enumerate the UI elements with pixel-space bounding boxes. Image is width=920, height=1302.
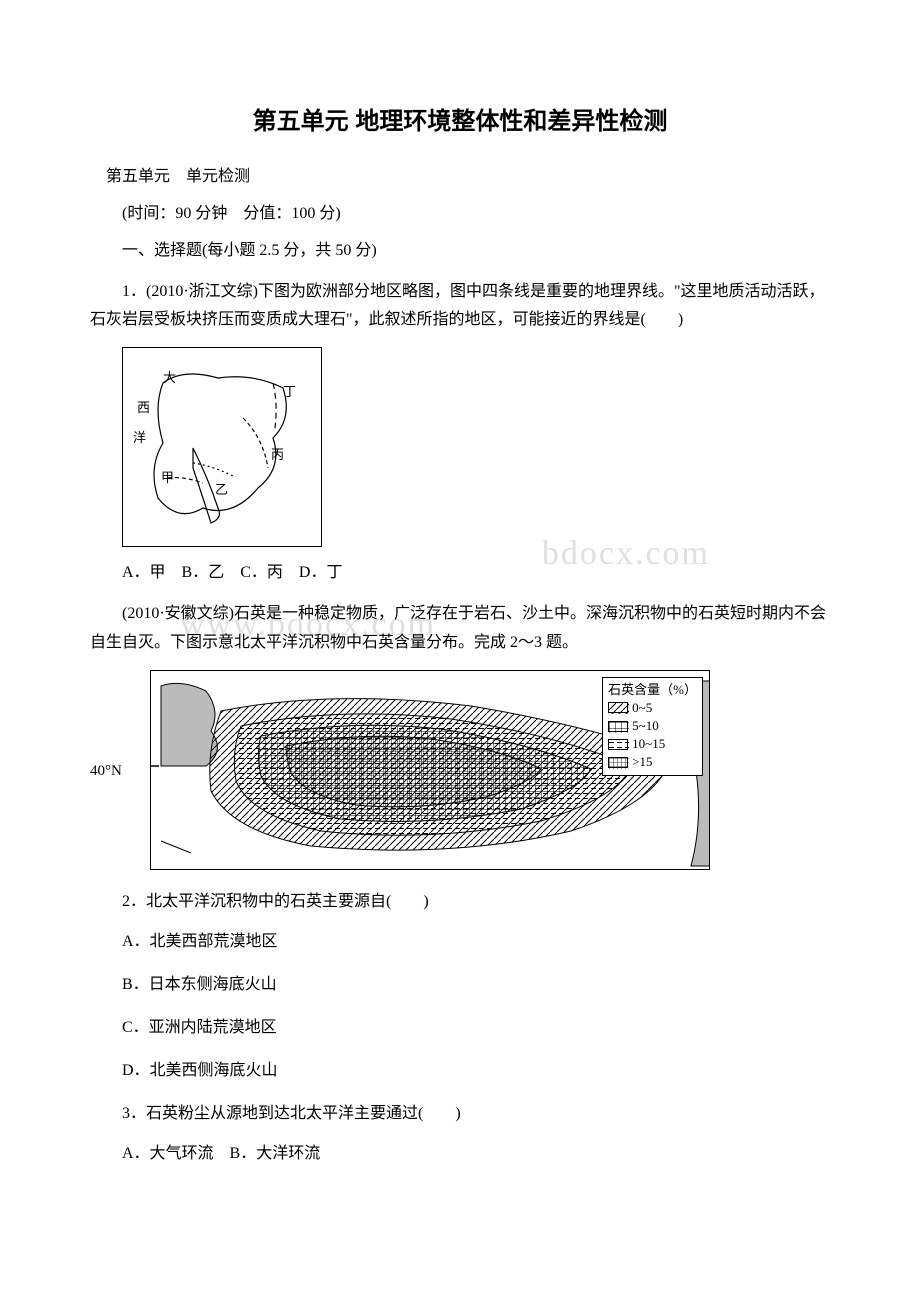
legend-label-3: >15 <box>632 753 652 771</box>
page-title: 第五单元 地理环境整体性和差异性检测 <box>90 100 830 143</box>
legend-item-0: 0~5 <box>608 699 697 717</box>
q2-option-a: A．北美西部荒漠地区 <box>90 928 830 957</box>
legend-label-0: 0~5 <box>632 699 652 717</box>
map-label-ding: 丁 <box>283 380 296 403</box>
q2-option-d: D．北美西侧海底火山 <box>90 1057 830 1086</box>
map-label-jia: 甲 <box>161 466 174 489</box>
section-1-heading: 一、选择题(每小题 2.5 分，共 50 分) <box>90 237 830 266</box>
europe-map-svg <box>123 348 323 548</box>
map-label-yi: 乙 <box>215 478 228 501</box>
q1-map-wrap: 大 西 洋 甲 乙 丙 丁 <box>122 347 830 547</box>
legend-swatch-2 <box>608 739 628 750</box>
legend-item-1: 5~10 <box>608 717 697 735</box>
q1-options: A．甲 B．乙 C．丙 D．丁 <box>90 559 830 588</box>
meta-time: (时间：90 分钟 分值：100 分) <box>90 200 830 229</box>
legend-label-2: 10~15 <box>632 735 665 753</box>
legend-item-2: 10~15 <box>608 735 697 753</box>
q1-stem: 1．(2010·浙江文综)下图为欧洲部分地区略图，图中四条线是重要的地理界线。"… <box>90 278 830 336</box>
legend-swatch-1 <box>608 721 628 732</box>
q3-stem: 3．石英粉尘从源地到达北太平洋主要通过( ) <box>90 1100 830 1129</box>
q2-map-wrap: 40°N <box>90 670 830 870</box>
q2-option-b: B．日本东侧海底火山 <box>90 971 830 1000</box>
legend-title: 石英含量（%） <box>608 681 697 699</box>
q2-option-c: C．亚洲内陆荒漠地区 <box>90 1014 830 1043</box>
map2-legend: 石英含量（%） 0~5 5~10 10~15 >15 <box>602 677 703 776</box>
map-label-da: 大 <box>163 366 176 389</box>
map-label-bing: 丙 <box>271 443 284 466</box>
map-label-xi: 西 <box>137 396 150 419</box>
map2-axis-label: 40°N <box>90 758 122 785</box>
q1-map: 大 西 洋 甲 乙 丙 丁 <box>122 347 322 547</box>
legend-item-3: >15 <box>608 753 697 771</box>
legend-swatch-0 <box>608 702 628 713</box>
legend-swatch-3 <box>608 757 628 768</box>
q2-3-intro: (2010·安徽文综)石英是一种稳定物质，广泛存在于岩石、沙土中。深海沉积物中的… <box>90 600 830 658</box>
legend-label-1: 5~10 <box>632 717 659 735</box>
unit-header: 第五单元 单元检测 <box>90 163 830 192</box>
q2-stem: 2．北太平洋沉积物中的石英主要源自( ) <box>90 888 830 917</box>
q2-map: 石英含量（%） 0~5 5~10 10~15 >15 <box>150 670 710 870</box>
q3-option-a: A．大气环流 B．大洋环流 <box>90 1140 830 1169</box>
map-label-yang: 洋 <box>133 426 146 449</box>
